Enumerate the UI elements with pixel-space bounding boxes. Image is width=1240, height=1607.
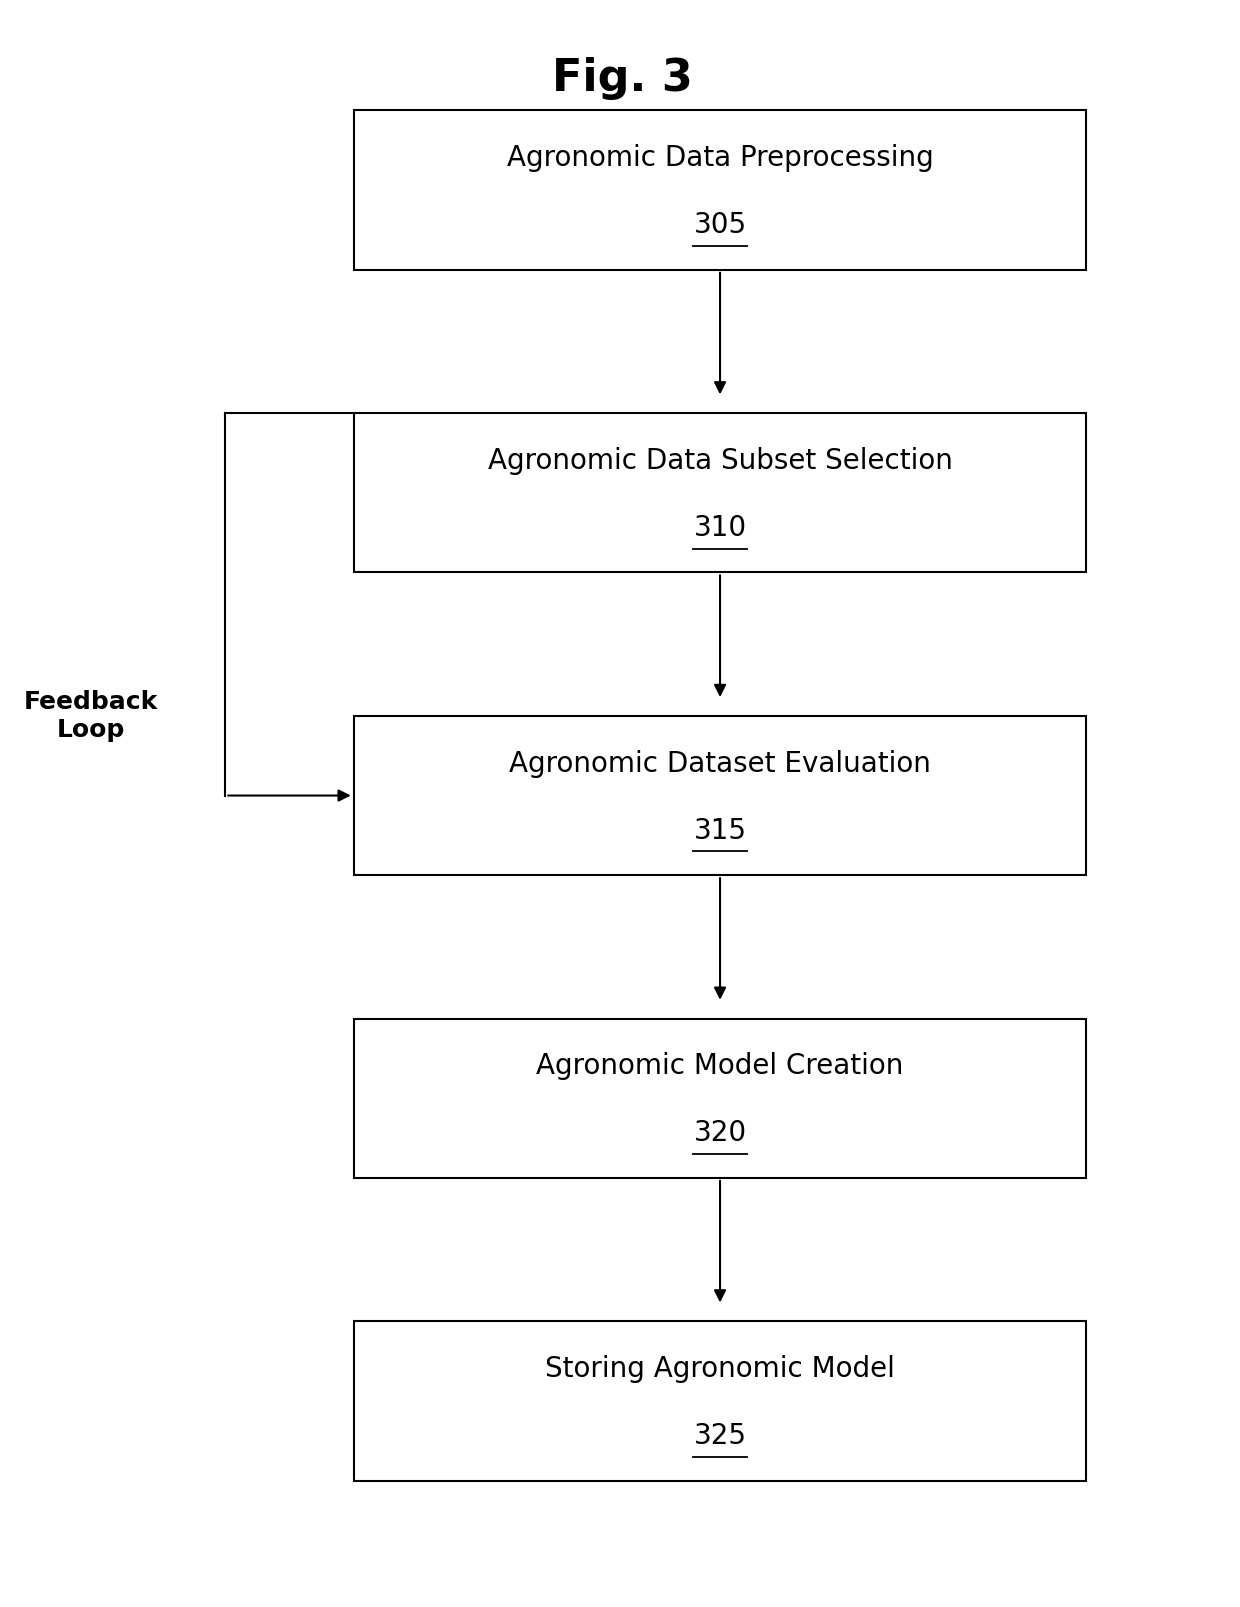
Text: 310: 310 <box>693 514 746 542</box>
Text: 320: 320 <box>693 1118 746 1147</box>
FancyBboxPatch shape <box>353 111 1086 270</box>
Text: 305: 305 <box>693 211 746 239</box>
Text: Feedback
Loop: Feedback Loop <box>24 689 159 742</box>
FancyBboxPatch shape <box>353 715 1086 876</box>
Text: Storing Agronomic Model: Storing Agronomic Model <box>546 1355 895 1384</box>
Text: Fig. 3: Fig. 3 <box>552 58 693 100</box>
Text: Agronomic Data Preprocessing: Agronomic Data Preprocessing <box>507 145 934 172</box>
FancyBboxPatch shape <box>353 1019 1086 1178</box>
Text: Agronomic Model Creation: Agronomic Model Creation <box>537 1053 904 1080</box>
FancyBboxPatch shape <box>353 413 1086 572</box>
Text: Agronomic Data Subset Selection: Agronomic Data Subset Selection <box>487 447 952 476</box>
Text: 325: 325 <box>693 1422 746 1450</box>
Text: 315: 315 <box>693 816 746 845</box>
FancyBboxPatch shape <box>353 1321 1086 1480</box>
Text: Agronomic Dataset Evaluation: Agronomic Dataset Evaluation <box>510 750 931 778</box>
